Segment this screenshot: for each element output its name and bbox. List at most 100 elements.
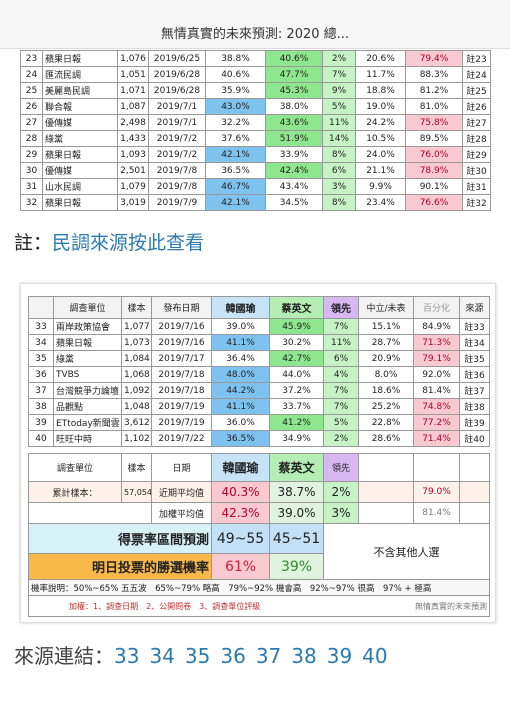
header-cell: 百分化 <box>413 296 460 319</box>
cell: 37.6% <box>205 130 266 147</box>
cell: 47.7% <box>265 66 323 83</box>
cell: 2,498 <box>117 114 149 131</box>
cell: 76.0% <box>405 146 463 163</box>
source-link[interactable]: 35 <box>184 644 211 668</box>
row: 35 綠黨 1,084 2019/7/17 36.4% 42.7% 6% 20.9% 79.1%… <box>28 350 490 367</box>
cell: 81.2% <box>405 82 463 99</box>
cell: 24 <box>20 66 43 83</box>
cell: 31 <box>20 178 43 195</box>
cell: 兩岸政策協會 <box>53 318 122 335</box>
cell: 註25 <box>462 82 491 99</box>
summary-header: 調查單位 <box>27 453 123 482</box>
cell: 14% <box>322 130 356 147</box>
source-link[interactable]: 37 <box>255 644 282 668</box>
cell: 1,077 <box>121 318 152 335</box>
cell: 81.4% <box>413 382 460 399</box>
cell: 38.8% <box>205 50 266 67</box>
cell: 37 <box>28 382 54 399</box>
cell: 39.0% <box>211 318 270 335</box>
cell: 76.6% <box>405 194 463 211</box>
win-value: 61% <box>211 553 271 580</box>
cell: 註36 <box>459 366 490 383</box>
source-link[interactable]: 36 <box>220 644 246 668</box>
cell: 79.4% <box>405 50 463 67</box>
row-label: 加權平均值 <box>151 502 213 524</box>
cell: 84.9% <box>413 318 460 335</box>
cell: 74.8% <box>413 398 460 415</box>
cell: 71.4% <box>413 430 460 447</box>
cell: 15.1% <box>358 318 414 335</box>
cell: 45.9% <box>269 318 324 335</box>
cell: 6% <box>322 162 356 179</box>
row: 39 ETtoday新聞雲 3,612 2019/7/19 36.0% 41.2% 5% 22… <box>28 414 490 431</box>
cell: 6% <box>323 350 359 367</box>
range-value: 45~51 <box>269 523 325 554</box>
cell: 11% <box>323 334 359 351</box>
cell: 18.6% <box>358 382 414 399</box>
cell: 1,084 <box>121 350 152 367</box>
cell: 42.4% <box>265 162 323 179</box>
cell: 23 <box>20 50 43 67</box>
poll-table-2: 調查單位 樣本 發布日期 韓國瑜 蔡英文 領先 中立/未表 百分化 來源 33 兩岸政策協會 1,07… <box>28 296 490 447</box>
cell: 品觀點 <box>53 398 122 415</box>
cell: 35.9% <box>205 82 266 99</box>
cell: 79.1% <box>413 350 460 367</box>
note-link[interactable]: 民調來源按此查看 <box>52 232 205 254</box>
cell: 匯流民調 <box>42 66 118 83</box>
cell: 20.9% <box>358 350 414 367</box>
source-link[interactable]: 39 <box>326 644 353 668</box>
cell: 71.3% <box>413 334 460 351</box>
cell: 2019/7/9 <box>148 194 206 211</box>
cell: 36.4% <box>211 350 270 367</box>
cell: 註35 <box>459 350 490 367</box>
source-link[interactable]: 33 <box>114 644 140 668</box>
cell: 2,501 <box>117 162 149 179</box>
cell: 40 <box>28 430 54 447</box>
cell: 2019/7/1 <box>148 114 206 131</box>
header-cell: 發布日期 <box>151 296 212 319</box>
cell: 2019/6/25 <box>148 50 206 67</box>
cell: 註29 <box>462 146 491 163</box>
cell: 44.0% <box>269 366 324 383</box>
sample-label: 累計樣本： <box>27 481 123 503</box>
cell: 5% <box>322 98 356 115</box>
cell: 2% <box>322 50 356 67</box>
cell: 山水民調 <box>42 178 118 195</box>
cell: 44.2% <box>211 382 270 399</box>
cell: 註32 <box>462 194 491 211</box>
cell: 1,076 <box>117 50 149 67</box>
cell: ETtoday新聞雲 <box>53 414 122 431</box>
source-link[interactable]: 34 <box>149 644 175 668</box>
header-title: 無情真實的未來預測: 2020 總... <box>0 0 510 49</box>
cell: 43.6% <box>265 114 323 131</box>
cell: 36 <box>28 366 54 383</box>
cell: 33.9% <box>265 146 323 163</box>
row: 33 兩岸政策協會 1,077 2019/7/16 39.0% 45.9% 7% 15.1% 8… <box>28 318 490 335</box>
summary-header: 韓國瑜 <box>211 453 271 482</box>
cell: 8% <box>322 146 356 163</box>
cell: 34 <box>28 334 54 351</box>
cell: 39 <box>28 414 54 431</box>
cell: 註23 <box>462 50 491 67</box>
cell: 46.7% <box>205 178 266 195</box>
row: 29 蘋果日報 1,093 2019/7/2 42.1% 33.9% 8% 24.0% 76.0… <box>20 146 491 163</box>
cell: 美麗島民調 <box>42 82 118 99</box>
cell: 77.2% <box>413 414 460 431</box>
row: 23 蘋果日報 1,076 2019/6/25 38.8% 40.6% 2% 20.6% 79.… <box>20 50 491 67</box>
cell: 41.1% <box>211 334 270 351</box>
row: 34 蘋果日報 1,073 2019/7/16 41.1% 30.2% 11% 28.7% 71… <box>28 334 490 351</box>
sources: 來源連結：33 34 35 36 37 38 39 40 <box>14 640 398 669</box>
cell: 聯合報 <box>42 98 118 115</box>
cell: 20.6% <box>355 50 406 67</box>
cell: 2019/7/16 <box>151 318 212 335</box>
source-link[interactable]: 38 <box>291 644 317 668</box>
cell: 48.0% <box>211 366 270 383</box>
row: 25 美麗島民調 1,071 2019/6/28 35.9% 45.3% 9% 18.8% 81… <box>20 82 491 99</box>
cell: 1,071 <box>117 82 149 99</box>
source-link[interactable]: 40 <box>362 644 388 668</box>
cell: 2019/7/8 <box>148 178 206 195</box>
cell: 18.8% <box>355 82 406 99</box>
table-box: 調查單位 樣本 發布日期 韓國瑜 蔡英文 領先 中立/未表 百分化 來源 33 兩岸政策協會 1,07… <box>20 283 496 623</box>
cell: 28 <box>20 130 43 147</box>
